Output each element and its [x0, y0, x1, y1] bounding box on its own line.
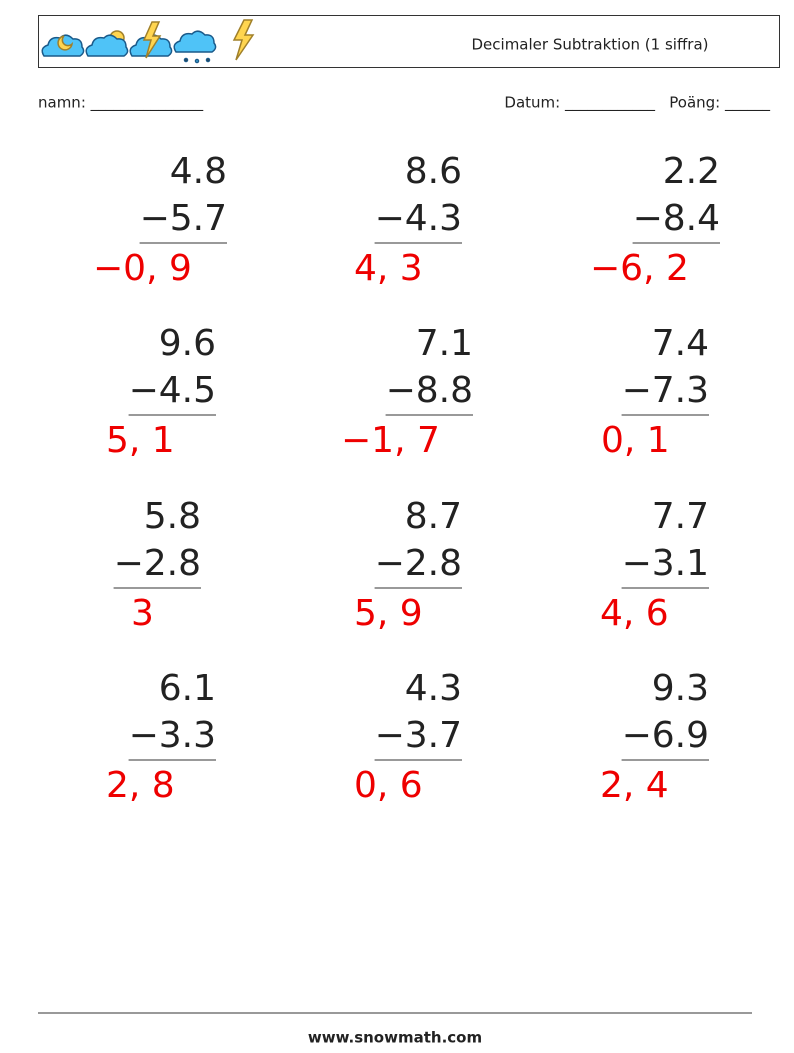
- weather-icons: [41, 19, 255, 64]
- subtrahend: −8.8: [386, 370, 473, 411]
- score-field: Poäng: ______: [669, 94, 770, 113]
- subtrahend: −8.4: [633, 198, 720, 239]
- minuend: 8.6: [405, 151, 462, 192]
- minuend: 7.7: [652, 496, 709, 537]
- minuend: 4.3: [405, 668, 462, 709]
- answer: −0, 9: [93, 248, 192, 289]
- title: Decimaler Subtraktion (1 siffra): [472, 36, 709, 54]
- minuend: 6.1: [159, 668, 216, 709]
- subtrahend: −2.8: [375, 543, 462, 584]
- answer: 0, 6: [354, 765, 423, 806]
- minuend: 9.3: [652, 668, 709, 709]
- subtrahend: −3.1: [622, 543, 709, 584]
- answer: 3: [131, 593, 154, 634]
- minuend: 2.2: [663, 151, 720, 192]
- minuend: 7.4: [652, 323, 709, 364]
- subtrahend: −2.8: [114, 543, 201, 584]
- answer: −1, 7: [341, 420, 440, 461]
- answer: 4, 3: [354, 248, 423, 289]
- minuend: 4.8: [170, 151, 227, 192]
- subtrahend: −5.7: [140, 198, 227, 239]
- name-field: namn: _______________: [38, 94, 204, 113]
- answer: 2, 8: [106, 765, 175, 806]
- answer: 2, 4: [600, 765, 669, 806]
- subtrahend: −6.9: [622, 715, 709, 756]
- header-box: [38, 15, 780, 68]
- minuend: 8.7: [405, 496, 462, 537]
- subtrahend: −4.5: [129, 370, 216, 411]
- answer: 0, 1: [601, 420, 670, 461]
- subtrahend: −3.3: [129, 715, 216, 756]
- minuend: 9.6: [159, 323, 216, 364]
- subtrahend: −7.3: [622, 370, 709, 411]
- minuend: 7.1: [416, 323, 473, 364]
- answer: 4, 6: [600, 593, 669, 634]
- footer-site: www.snowmath.com: [308, 1029, 482, 1047]
- subtrahend: −3.7: [375, 715, 462, 756]
- date-field: Datum: ____________: [504, 94, 655, 113]
- subtrahend: −4.3: [375, 198, 462, 239]
- answer: 5, 9: [354, 593, 423, 634]
- answer: 5, 1: [106, 420, 175, 461]
- answer: −6, 2: [590, 248, 689, 289]
- minuend: 5.8: [144, 496, 201, 537]
